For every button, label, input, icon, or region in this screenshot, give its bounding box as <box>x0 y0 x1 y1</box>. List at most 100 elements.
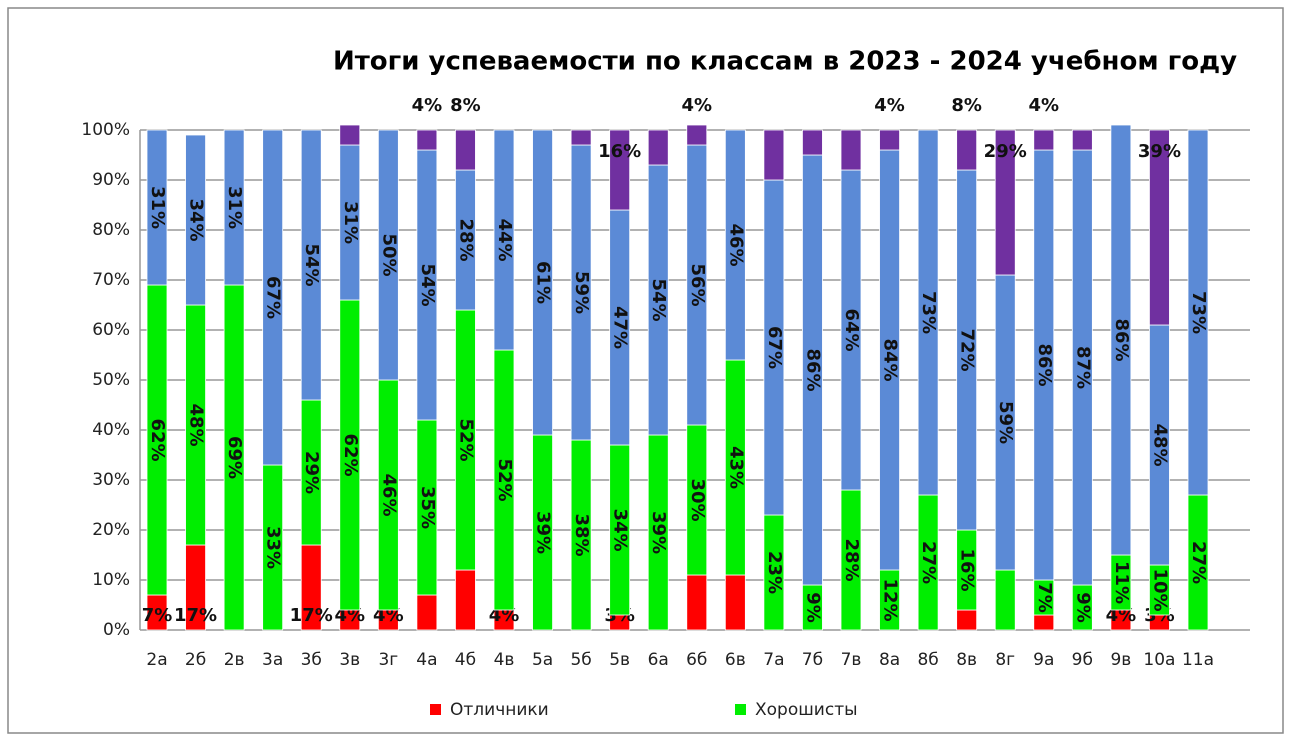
data-label: 47% <box>610 306 631 349</box>
bar-segment <box>1110 124 1132 556</box>
x-tick-label: 6б <box>686 650 707 670</box>
x-tick-label: 5а <box>532 650 553 670</box>
data-label: 34% <box>186 198 207 241</box>
data-label: 4% <box>1028 95 1059 116</box>
data-label: 52% <box>455 418 476 461</box>
data-label: 31% <box>147 186 168 229</box>
data-label: 44% <box>494 218 515 261</box>
x-tick-label: 2в <box>224 650 245 670</box>
x-tick-label: 8в <box>956 650 977 670</box>
legend-label: Хорошисты <box>755 700 858 720</box>
data-label: 54% <box>417 263 438 306</box>
chart-frame <box>7 7 1284 734</box>
data-label: 4% <box>874 95 905 116</box>
y-tick-label: 10% <box>92 570 130 590</box>
bar-segment <box>956 609 978 631</box>
bar-segment <box>840 129 862 171</box>
bar-segment <box>686 124 708 146</box>
bar-segment <box>763 129 785 181</box>
x-tick-label: 3г <box>378 650 398 670</box>
data-label: 16% <box>957 548 978 591</box>
bar-segment <box>146 129 168 286</box>
data-label: 50% <box>378 233 399 276</box>
data-label: 34% <box>610 508 631 551</box>
bar-segment <box>994 129 1016 276</box>
legend-label: Отличники <box>450 700 549 720</box>
data-label: 62% <box>340 433 361 476</box>
data-label: 72% <box>957 328 978 371</box>
data-label: 59% <box>995 401 1016 444</box>
bar-segment <box>1033 614 1055 631</box>
bar-segment <box>724 574 746 631</box>
x-tick-label: 7в <box>841 650 862 670</box>
data-label: 23% <box>764 551 785 594</box>
data-label: 73% <box>918 291 939 334</box>
bar-segment <box>455 569 476 631</box>
bar-segment <box>455 129 476 171</box>
data-label: 27% <box>1188 541 1209 584</box>
x-tick-label: 2а <box>146 650 167 670</box>
data-label: 67% <box>764 326 785 369</box>
bar-segment <box>802 129 823 156</box>
data-label: 54% <box>301 243 322 286</box>
legend-swatch <box>430 704 441 715</box>
data-label: 62% <box>147 418 168 461</box>
data-label: 7% <box>1034 582 1055 613</box>
bar-segment <box>532 129 553 436</box>
data-label: 10% <box>1149 568 1170 611</box>
bar-segment <box>956 129 978 171</box>
data-label: 69% <box>224 436 245 479</box>
bar-segment <box>339 124 361 146</box>
data-label: 12% <box>880 578 901 621</box>
data-label: 56% <box>687 263 708 306</box>
y-tick-label: 0% <box>103 620 130 640</box>
data-label: 31% <box>224 186 245 229</box>
data-label: 67% <box>263 276 284 319</box>
bar-segment <box>1033 129 1055 151</box>
x-tick-label: 3а <box>262 650 283 670</box>
data-label: 48% <box>186 403 207 446</box>
x-tick-label: 5б <box>570 650 591 670</box>
data-label: 86% <box>1034 343 1055 386</box>
x-tick-label: 4а <box>416 650 437 670</box>
data-label: 28% <box>455 218 476 261</box>
bar-segment <box>724 129 746 361</box>
data-label: 8% <box>450 95 481 116</box>
data-label: 31% <box>340 201 361 244</box>
data-label: 9% <box>1072 592 1093 623</box>
data-label: 4% <box>681 95 712 116</box>
data-label: 35% <box>417 486 438 529</box>
data-label: 61% <box>533 261 554 304</box>
x-tick-label: 8а <box>879 650 900 670</box>
data-label: 86% <box>802 348 823 391</box>
x-tick-label: 9б <box>1072 650 1093 670</box>
x-tick-label: 10а <box>1143 650 1175 670</box>
data-label: 86% <box>1111 318 1132 361</box>
data-label: 29% <box>301 451 322 494</box>
y-tick-label: 40% <box>92 420 130 440</box>
y-tick-label: 50% <box>92 370 130 390</box>
data-label: 48% <box>1149 423 1170 466</box>
y-tick-label: 70% <box>92 270 130 290</box>
x-tick-label: 3б <box>301 650 322 670</box>
data-label: 17% <box>290 605 333 626</box>
bar-segment <box>416 594 438 631</box>
x-tick-label: 11а <box>1182 650 1214 670</box>
bar-segment <box>185 134 206 306</box>
x-tick-label: 5в <box>609 650 630 670</box>
data-label: 46% <box>725 223 746 266</box>
x-tick-label: 4б <box>455 650 476 670</box>
x-tick-label: 9в <box>1110 650 1131 670</box>
x-tick-label: 6в <box>725 650 746 670</box>
bar-segment <box>686 574 708 631</box>
y-tick-label: 60% <box>92 320 130 340</box>
y-tick-label: 20% <box>92 520 130 540</box>
chart-title: Итоги успеваемости по классам в 2023 - 2… <box>333 47 1237 77</box>
data-label: 87% <box>1072 346 1093 389</box>
bar-segment <box>223 129 245 286</box>
data-label: 43% <box>725 446 746 489</box>
y-tick-label: 80% <box>92 220 130 240</box>
bar-segment <box>609 129 631 211</box>
data-label: 73% <box>1188 291 1209 334</box>
